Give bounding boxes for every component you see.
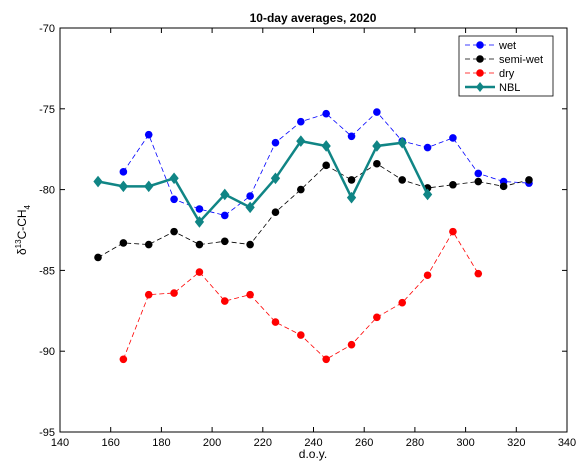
x-tick-label: 220 — [254, 437, 272, 449]
legend-label: semi-wet — [499, 54, 543, 66]
point — [94, 253, 102, 262]
point — [220, 297, 229, 305]
point — [474, 269, 483, 278]
legend-label: wet — [498, 40, 516, 52]
point — [449, 180, 457, 189]
y-tick-label: -75 — [39, 104, 55, 116]
point — [118, 180, 129, 193]
point — [270, 172, 281, 185]
x-tick-label: 260 — [355, 437, 373, 449]
point — [474, 169, 483, 178]
point — [373, 108, 381, 116]
point — [398, 298, 407, 307]
point — [373, 159, 381, 168]
point — [347, 132, 356, 141]
point — [170, 195, 178, 204]
legend-marker — [476, 69, 484, 77]
point — [297, 331, 305, 339]
point — [499, 182, 508, 191]
point — [144, 130, 153, 139]
point — [169, 172, 179, 185]
y-tick-label: -80 — [39, 185, 55, 197]
y-axis-label: δ13C-CH4 — [14, 204, 32, 255]
point — [220, 237, 229, 246]
point — [397, 136, 407, 149]
series-line — [97, 139, 429, 225]
x-tick-label: 200 — [203, 437, 221, 449]
point — [422, 188, 433, 201]
point — [195, 240, 204, 249]
point — [321, 140, 331, 152]
y-tick-label: -95 — [39, 427, 55, 439]
x-tick-label: 140 — [51, 437, 69, 449]
point — [271, 138, 280, 147]
point — [373, 313, 381, 322]
legend-marker — [476, 82, 484, 92]
point — [246, 290, 254, 299]
x-tick-label: 340 — [558, 437, 576, 449]
point — [322, 355, 330, 364]
point — [144, 240, 153, 249]
x-tick-label: 160 — [102, 437, 120, 449]
y-label-part: δ — [15, 248, 29, 255]
legend-label: NBL — [499, 82, 520, 94]
point — [297, 117, 305, 126]
point — [525, 176, 533, 184]
point — [220, 188, 230, 201]
point — [346, 191, 357, 204]
point — [119, 168, 128, 176]
y-tick-label: -70 — [39, 23, 55, 35]
point — [449, 227, 457, 236]
point — [372, 140, 382, 152]
point — [245, 201, 255, 214]
legend-label: dry — [499, 68, 515, 80]
series-line — [97, 163, 530, 258]
x-axis-label: d.o.y. — [299, 447, 327, 461]
x-tick-label: 240 — [304, 437, 322, 449]
point — [246, 240, 254, 249]
point — [296, 135, 306, 147]
point — [170, 227, 178, 236]
point — [246, 192, 254, 200]
point — [297, 185, 305, 194]
point — [347, 176, 356, 184]
point — [194, 216, 205, 228]
y-tick-label: -90 — [39, 346, 55, 358]
point — [220, 211, 229, 220]
x-tick-label: 180 — [152, 437, 170, 449]
x-tick-label: 300 — [456, 437, 474, 449]
y-label-part: 13 — [14, 239, 23, 248]
point — [423, 143, 432, 152]
point — [347, 340, 356, 349]
point — [271, 318, 280, 326]
point — [93, 175, 103, 188]
y-label-part: C-CH — [15, 209, 29, 239]
y-tick-label: -85 — [39, 265, 55, 277]
y-label-part: 4 — [23, 204, 32, 209]
point — [398, 176, 407, 184]
legend-marker — [476, 55, 484, 63]
point — [423, 271, 432, 280]
point — [449, 134, 457, 142]
x-tick-label: 320 — [507, 437, 525, 449]
point — [474, 177, 483, 186]
x-tick-label: 280 — [406, 437, 424, 449]
point — [119, 355, 128, 364]
point — [144, 290, 153, 299]
point — [195, 268, 204, 276]
point — [322, 109, 330, 118]
point — [271, 208, 280, 217]
point — [170, 289, 178, 297]
point — [144, 180, 154, 193]
point — [322, 161, 330, 170]
point — [119, 239, 128, 247]
point — [195, 205, 204, 213]
chart-title: 10-day averages, 2020 — [250, 11, 377, 25]
legend-marker — [476, 41, 484, 49]
